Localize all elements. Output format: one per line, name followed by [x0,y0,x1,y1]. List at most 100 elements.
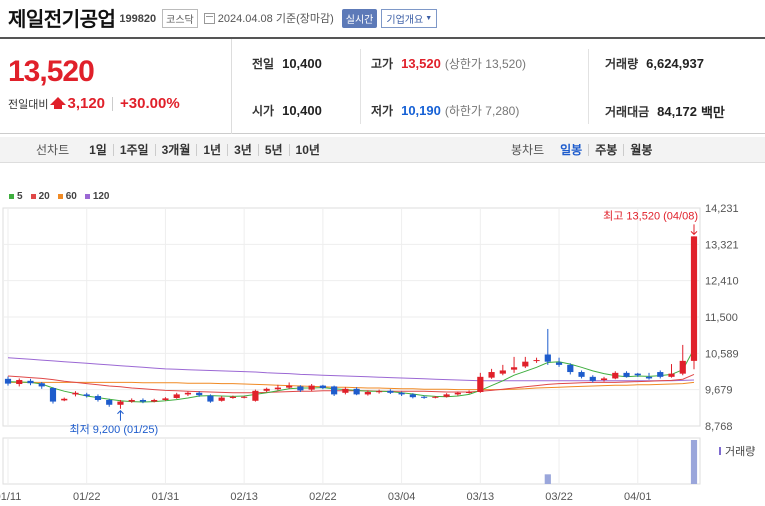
candle-body [342,388,349,393]
candle-body [106,399,113,405]
candle-body [645,376,653,379]
legend-ma60: 60 [57,191,77,202]
stat-volume: 거래량 6,624,937 [605,55,704,72]
x-tick-label: 01/31 [152,491,180,503]
stat-amount: 거래대금 84,172 백만 [605,102,725,121]
amount-unit: 백만 [700,105,725,120]
volume-label: 거래량 [725,445,755,458]
line-chart-periods: 선차트 1일 1주일 3개월 1년 3년 5년 10년 [0,141,326,158]
period-1y[interactable]: 1년 [203,143,222,157]
candle-body [454,392,461,395]
current-price: 13,520 [8,55,95,88]
period-1w[interactable]: 1주일 [119,143,149,157]
price-box: 13,520 전일대비 3,120 +30.00% [0,39,232,134]
divider [154,143,156,156]
period-3y[interactable]: 3년 [234,143,252,157]
candle-body [286,385,293,388]
candle-body [488,372,495,378]
candle-body [308,385,315,390]
stats-grid: 전일 10,400 시가 10,400 고가 13,520 (상한가 13,52… [232,39,765,134]
period-1d[interactable]: 1일 [89,143,107,157]
candle-body [421,396,428,398]
candle-body [263,388,270,391]
candle-body [409,394,416,398]
low-arrow-icon [117,410,124,421]
candle-body [522,361,529,367]
candle-monthly[interactable]: 월봉 [630,143,653,157]
calendar-icon [203,12,215,24]
candle-body [679,360,686,374]
period-10y[interactable]: 10년 [295,143,320,157]
high-arrow-icon [690,224,698,236]
stat-open: 시가 10,400 [252,102,322,119]
candle-body [274,387,281,390]
volume-frame [2,437,701,485]
y-tick-label: 8,768 [705,421,733,433]
stat-label: 시가 [252,104,275,118]
stat-value: 10,400 [282,56,322,71]
change-label: 전일대비 [8,98,49,111]
x-tick-label: 01/11 [0,491,21,503]
change-amount: 3,120 [67,95,106,112]
candle-body [319,385,326,389]
upper-limit: (상한가 13,520) [444,57,527,71]
candle-chart-periods: 봉차트 일봉 주봉 월봉 [511,141,658,158]
price-chart[interactable]: 14,231 13,321 12,410 11,500 10,589 9,679 8,768… [0,200,765,506]
divider [227,143,229,156]
candle-body [4,378,12,384]
divider [288,143,290,156]
legend-label: 20 [38,191,50,202]
x-tick-label: 01/22 [73,491,101,503]
ma-line-ma20 [7,373,695,394]
period-5y[interactable]: 5년 [264,143,283,157]
candle-body [27,380,34,384]
candle-body [443,394,450,397]
x-tick-label: 03/22 [545,491,573,503]
candle-daily[interactable]: 일봉 [560,143,583,157]
stat-label: 전일 [252,57,275,71]
stat-value: 6,624,937 [646,56,704,71]
company-overview-dropdown[interactable]: 기업개요 ▼ [381,8,438,28]
candle-body [173,394,180,398]
candle-body [297,386,304,391]
ma-line-ma60 [8,381,695,391]
legend-ma20: 20 [30,191,50,202]
divider [360,49,361,124]
ma-legend: 5 20 60 120 [9,191,110,202]
legend-label: 5 [17,191,23,202]
legend-swatch [30,194,36,199]
volume-bar [690,440,698,484]
candle-body [72,392,79,395]
candle-weekly[interactable]: 주봉 [595,143,618,157]
stat-value: 10,190 [401,103,441,118]
stat-label: 거래량 [605,57,639,71]
divider [112,96,114,111]
candle-body [207,395,214,402]
candle-body [690,236,698,361]
candle-body [465,392,473,394]
candle-body [353,388,360,395]
low-annotation: 최저 9,200 (01/25) [69,423,158,436]
stat-prev-close: 전일 10,400 [252,55,322,72]
up-arrow-icon [50,96,67,109]
candle-body [16,380,23,385]
stat-value: 13,520 [401,56,441,71]
divider [588,49,589,124]
x-tick-label: 02/13 [230,491,258,503]
candle-body [162,398,169,400]
candle-body [94,395,102,400]
realtime-button[interactable]: 실시간 [341,8,378,28]
candle-body [151,399,158,402]
period-3m[interactable]: 3개월 [161,143,191,157]
y-tick-label: 14,231 [705,203,739,215]
candle-body [196,392,203,396]
base-date: 2024.04.08 기준(장마감) [217,13,334,25]
legend-ma5: 5 [9,191,23,202]
stat-value: 84,172 [657,104,697,119]
candle-chart-label: 봉차트 [511,143,545,157]
candle-body [555,362,563,365]
divider [623,143,625,156]
x-tick-label: 02/22 [309,491,337,503]
divider [588,143,590,156]
stat-label: 거래대금 [605,105,650,119]
